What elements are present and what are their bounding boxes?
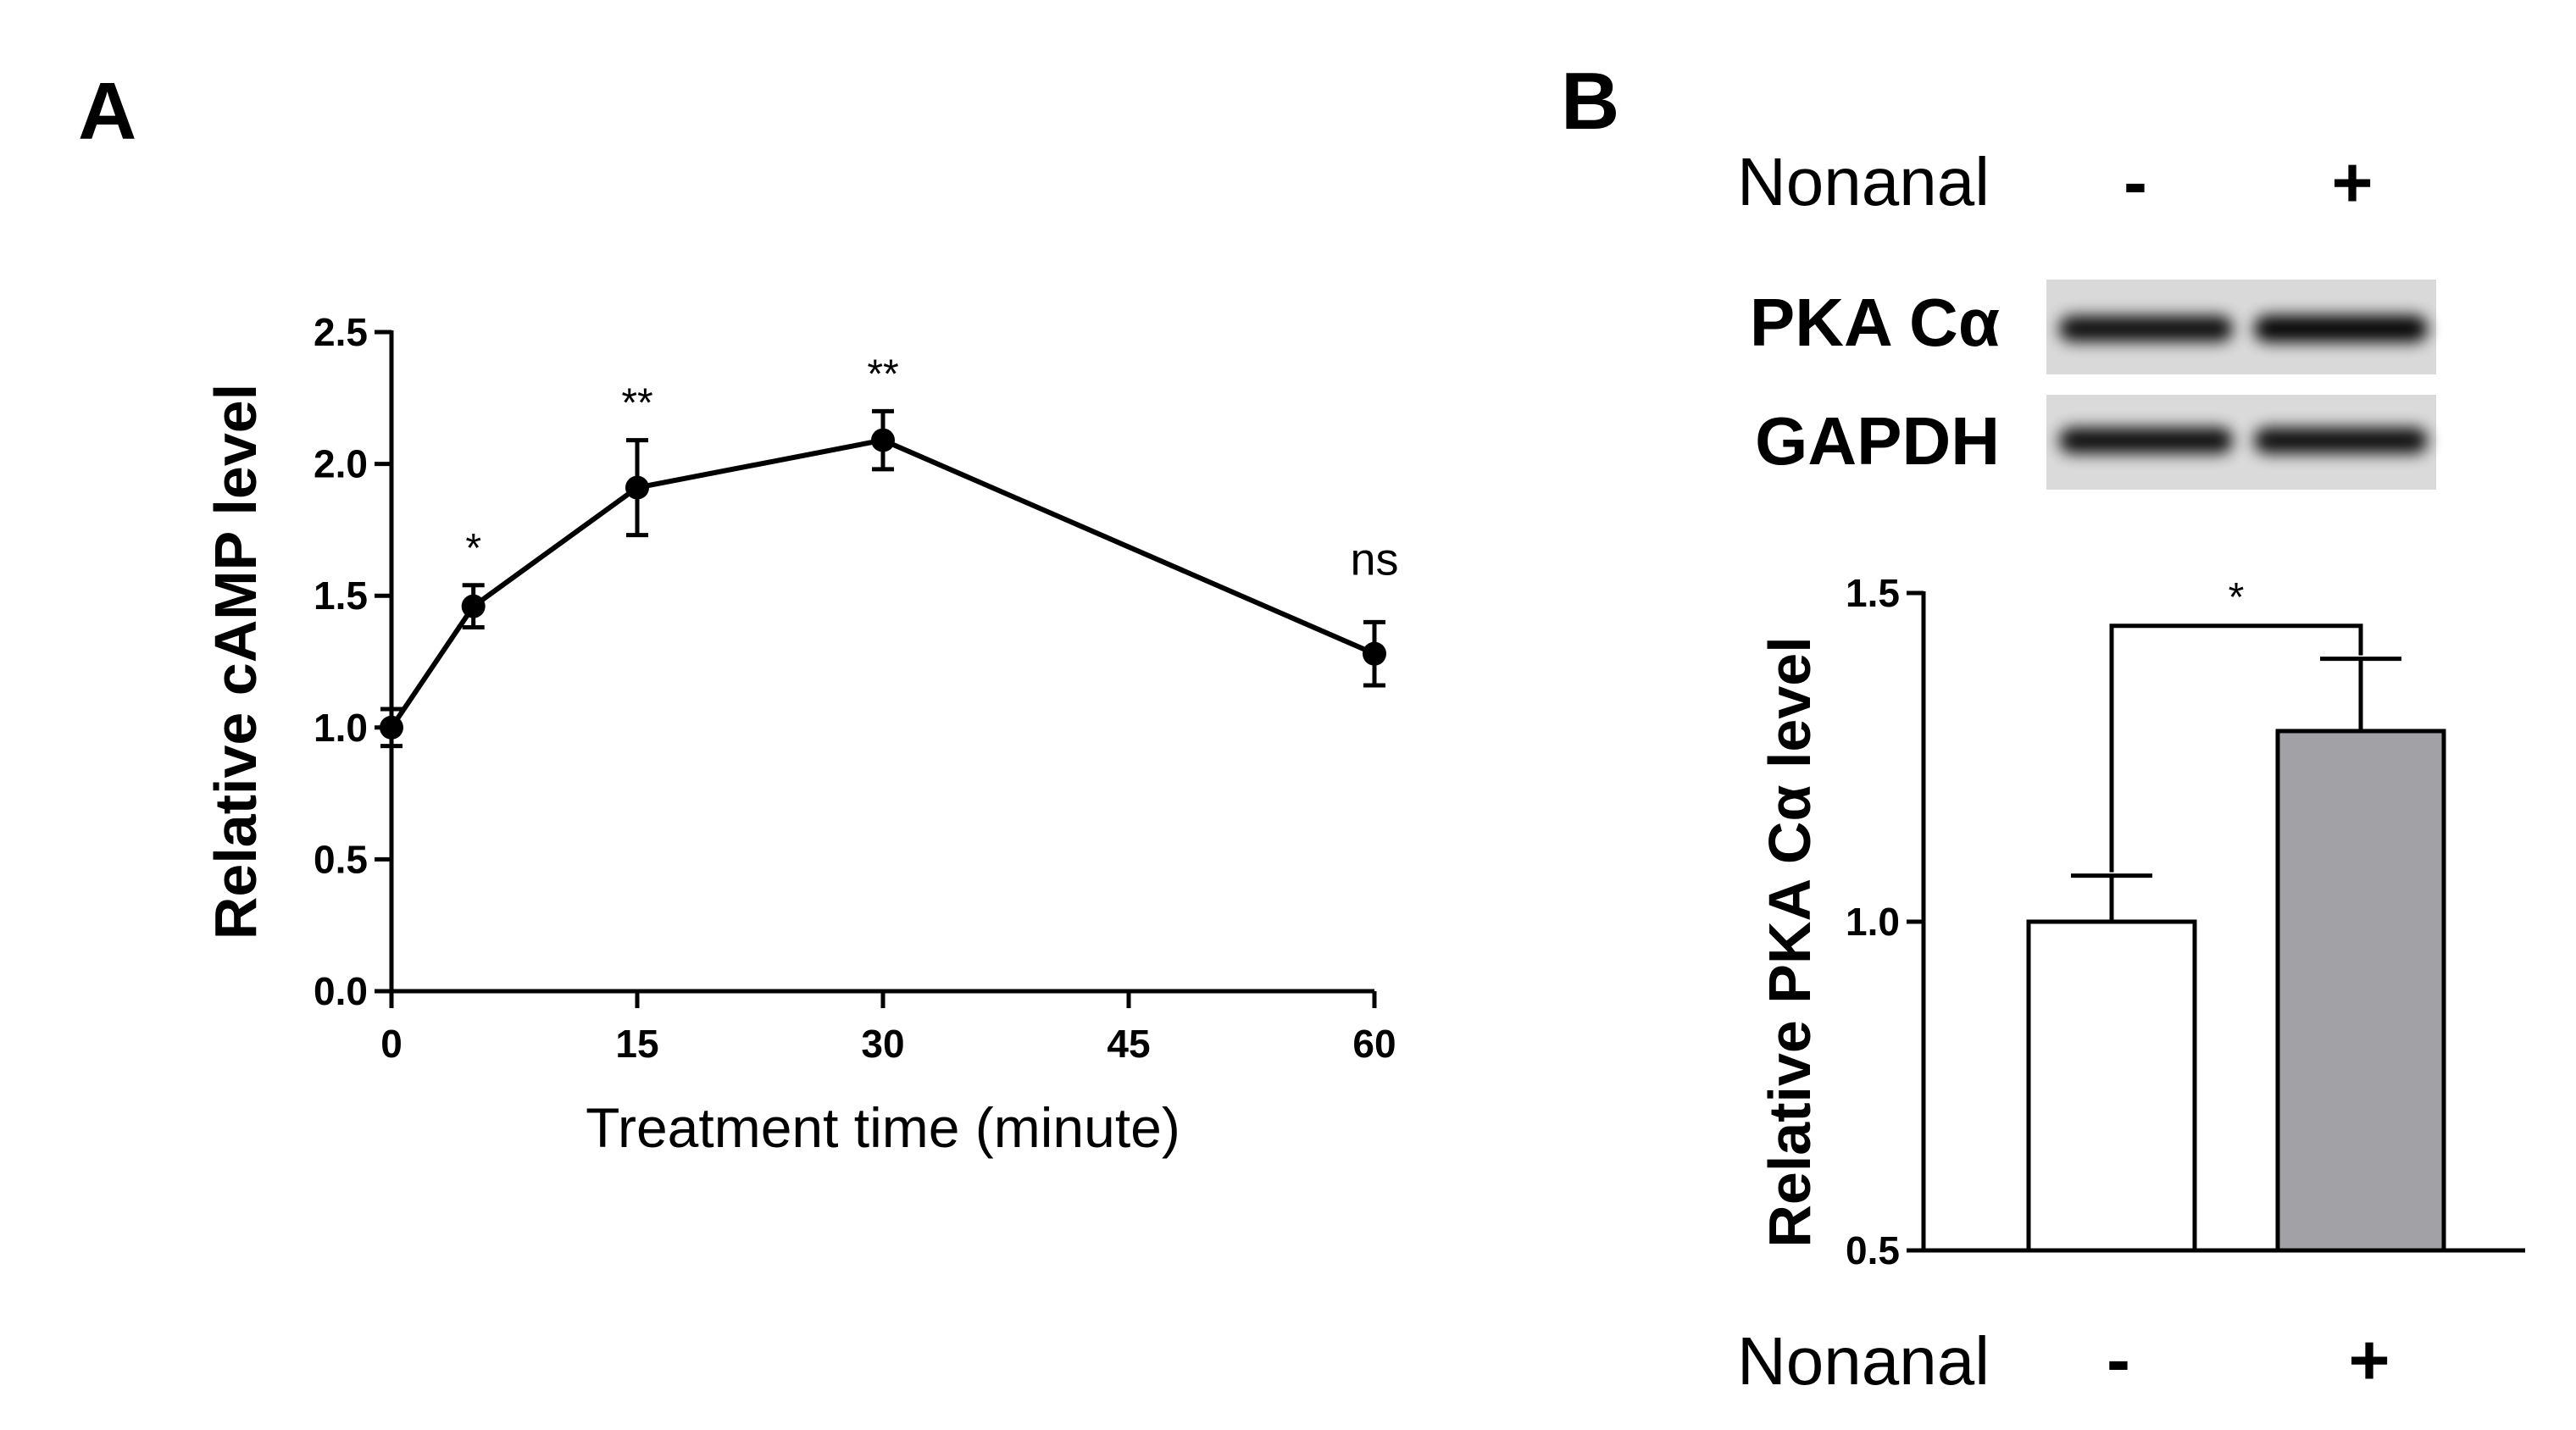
x-tick-label-a: 15 <box>615 1022 658 1066</box>
y-tick-label-a: 2.0 <box>314 442 368 486</box>
y-ticks-a: 0.0 0.5 1.0 1.5 2.0 2.5 <box>314 310 391 1013</box>
x-ticks-a: 0 15 30 45 60 <box>380 991 1396 1066</box>
blot-band <box>2254 427 2428 454</box>
y-tick-label-b: 0.5 <box>1846 1228 1900 1272</box>
panel-label-b: B <box>1561 56 1619 147</box>
y-tick-label-a: 2.5 <box>314 310 368 354</box>
x-tick-label-a: 45 <box>1107 1022 1150 1066</box>
blot-row-label-gapdh: GAPDH <box>1755 403 2000 479</box>
bar-b <box>2026 919 2197 1253</box>
series-line-cAMP <box>389 437 1376 729</box>
data-point-a <box>625 475 649 500</box>
blot-treatment-label: Nonanal <box>1737 144 1990 219</box>
x-categories-b: - + <box>2107 1320 2390 1400</box>
y-axis-label-b: Relative PKA Cα level <box>1757 636 1823 1247</box>
significance-bracket-line <box>2109 624 2363 873</box>
significance-label-a: * <box>465 526 481 571</box>
data-point-a <box>1363 641 1386 666</box>
y-tick-label-a: 1.0 <box>314 706 368 750</box>
significance-label-b: * <box>2229 575 2245 620</box>
western-blot: Nonanal - + PKA Cα GAPDH <box>1737 142 2436 490</box>
line-chart-cAMP: 0.00.51.01.52.02.5 0 15 30 45 60 *****ns Rel… <box>203 310 1399 1159</box>
y-tick-label-a: 0.5 <box>314 837 368 881</box>
y-ticks-b: 0.5 1.0 1.5 <box>1846 571 1924 1272</box>
y-axis-label-a: Relative cAMP level <box>203 384 269 939</box>
blot-treatment-plus: + <box>2331 142 2373 222</box>
y-tick-label-b: 1.5 <box>1846 571 1900 615</box>
x-category-label-b: - <box>2107 1320 2130 1400</box>
x-axis-label-a: Treatment time (minute) <box>586 1096 1180 1159</box>
data-point-a <box>461 594 486 618</box>
x-tick-label-a: 0 <box>380 1022 402 1066</box>
blot-row-label-pka: PKA Cα <box>1750 285 2000 360</box>
bar-b <box>2275 729 2446 1253</box>
significance-label-a: ** <box>867 352 898 396</box>
bar-chart-pka: 0.5 1.0 1.5 * Relative PKA Cα level Nonana… <box>1737 571 2525 1400</box>
data-points-a: *****ns <box>380 352 1399 749</box>
data-point-a <box>871 428 895 452</box>
x-tick-label-a: 60 <box>1352 1022 1396 1066</box>
x-axis-label-b: Nonanal <box>1737 1323 1990 1399</box>
y-tick-label-a: 1.5 <box>314 574 368 618</box>
blot-treatment-minus: - <box>2124 142 2147 222</box>
data-point-a <box>380 715 403 740</box>
blot-band <box>2059 315 2233 342</box>
blot-band <box>2254 315 2428 342</box>
x-category-label-b: + <box>2348 1320 2390 1400</box>
significance-label-a: ** <box>621 381 652 426</box>
y-tick-label-b: 1.0 <box>1846 900 1900 944</box>
significance-bracket: * <box>2109 575 2363 873</box>
x-tick-label-a: 30 <box>861 1022 904 1066</box>
blot-band <box>2059 427 2233 454</box>
panel-label-a: A <box>78 66 136 157</box>
significance-label-a: ns <box>1350 534 1398 585</box>
y-tick-label-a: 0.0 <box>314 969 368 1013</box>
bars-b <box>2026 657 2446 1253</box>
